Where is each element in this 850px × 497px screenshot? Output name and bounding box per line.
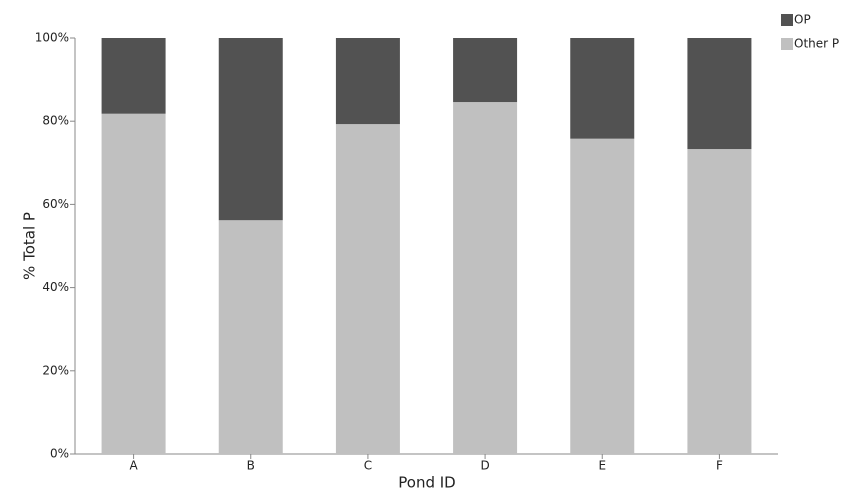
legend-swatch xyxy=(781,38,793,50)
bar-segment xyxy=(453,102,518,455)
y-tick-label: 100% xyxy=(35,31,69,45)
x-tick-label: B xyxy=(247,459,255,473)
x-tick-label: D xyxy=(480,459,489,473)
bar-segment xyxy=(687,38,752,150)
bar-segment xyxy=(335,38,400,125)
legend-label: OP xyxy=(794,13,811,27)
legend-label: Other P xyxy=(794,37,839,51)
bar-segment xyxy=(101,113,166,454)
bar-segment xyxy=(101,38,166,114)
y-tick-label: 60% xyxy=(42,197,69,211)
bar-segment xyxy=(687,149,752,454)
bar-segment xyxy=(218,38,283,221)
x-tick-label: F xyxy=(716,459,723,473)
bar-segment xyxy=(218,220,283,454)
legend-swatch xyxy=(781,14,793,26)
bar-segment xyxy=(335,124,400,454)
y-tick-label: 80% xyxy=(42,114,69,128)
bar-segment xyxy=(570,38,635,139)
x-tick-label: A xyxy=(129,459,138,473)
y-tick-label: 40% xyxy=(42,280,69,294)
bar-segment xyxy=(570,138,635,454)
x-tick-label: C xyxy=(364,459,372,473)
y-tick-label: 20% xyxy=(42,363,69,377)
x-tick-label: E xyxy=(598,459,606,473)
x-axis-title: Pond ID xyxy=(398,474,455,492)
bar-segment xyxy=(453,38,518,103)
y-axis-title: % Total P xyxy=(21,212,39,280)
y-tick-label: 0% xyxy=(50,447,69,461)
